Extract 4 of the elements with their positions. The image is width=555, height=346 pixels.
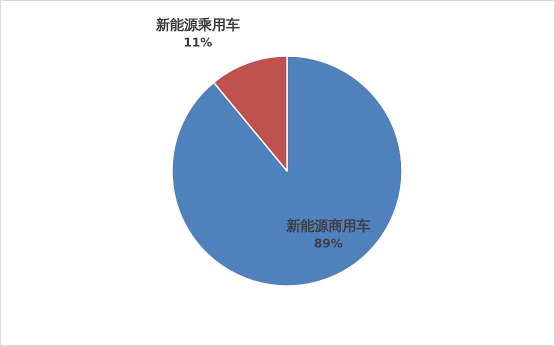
slice-label: 新能源商用车	[285, 218, 370, 235]
data-label: 11%	[184, 36, 212, 50]
slice-label: 新能源乘用车	[154, 16, 240, 34]
data-label: 89%	[314, 236, 343, 251]
